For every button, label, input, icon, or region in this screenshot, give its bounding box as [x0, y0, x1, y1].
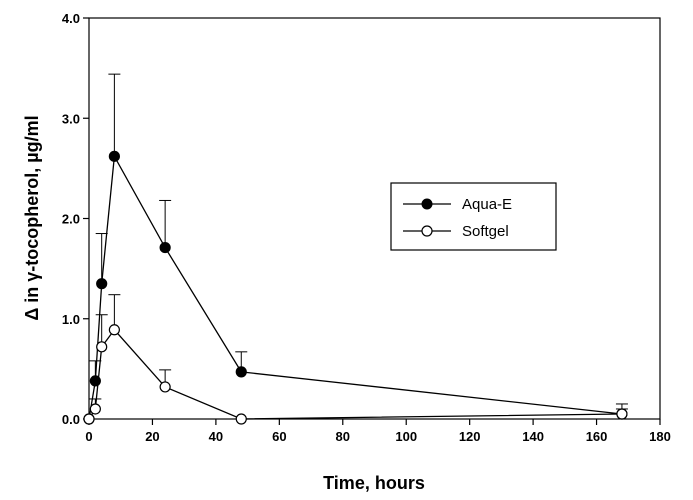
legend-marker-softgel — [421, 225, 433, 237]
y-axis: 0.0 1.0 2.0 3.0 4.0 — [62, 11, 89, 427]
y-tick-label: 0.0 — [62, 412, 80, 427]
data-point-aqua-e — [108, 150, 120, 162]
legend-box — [390, 182, 557, 251]
x-axis-title: Time, hours — [323, 473, 425, 493]
x-axis: 0 20 40 60 80 100 120 140 160 180 — [85, 419, 671, 444]
data-point-aqua-e — [159, 241, 171, 254]
data-point-softgel — [616, 408, 628, 420]
y-tick-label: 4.0 — [62, 11, 80, 26]
data-point-softgel — [96, 341, 108, 353]
y-tick-label: 3.0 — [62, 111, 80, 126]
y-axis-title: Δ in γ-tocopherol, µg/ml — [22, 115, 42, 320]
y-tick-label: 2.0 — [62, 212, 80, 227]
x-tick-label: 80 — [336, 429, 350, 444]
x-tick-label: 40 — [209, 429, 223, 444]
x-tick-label: 100 — [395, 429, 417, 444]
x-tick-label: 180 — [649, 429, 671, 444]
data-point-softgel — [235, 413, 247, 425]
x-tick-label: 60 — [272, 429, 286, 444]
data-point-aqua-e — [235, 366, 247, 378]
data-point-softgel — [108, 324, 120, 336]
plot-frame — [88, 17, 661, 420]
data-point-softgel — [159, 381, 171, 393]
data-point-aqua-e — [96, 278, 108, 290]
legend: Aqua-E Softgel — [390, 182, 557, 251]
legend-label-aqua-e: Aqua-E — [462, 196, 512, 213]
y-tick-label: 1.0 — [62, 312, 80, 327]
x-tick-label: 0 — [85, 429, 92, 444]
series-layer — [83, 73, 628, 425]
x-tick-label: 160 — [586, 429, 608, 444]
series-softgel — [83, 294, 628, 425]
x-tick-label: 20 — [145, 429, 159, 444]
data-point-softgel — [83, 413, 95, 425]
legend-label-softgel: Softgel — [462, 223, 509, 240]
legend-marker-aqua-e — [421, 198, 433, 210]
data-point-softgel — [89, 403, 101, 415]
x-tick-label: 140 — [522, 429, 544, 444]
x-tick-label: 120 — [459, 429, 481, 444]
